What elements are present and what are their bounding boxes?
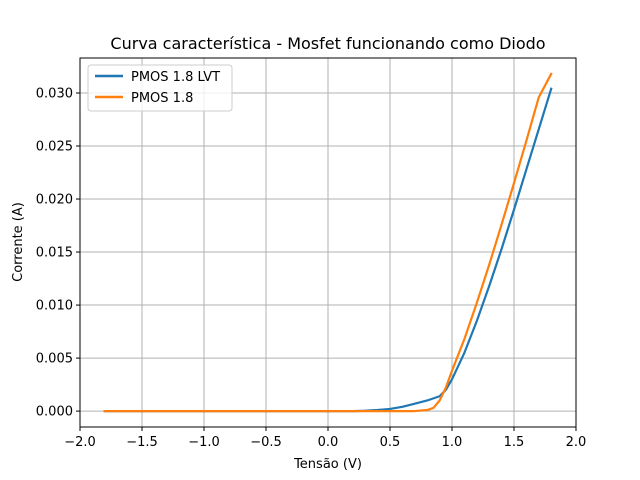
series-line-2 — [103, 72, 553, 413]
x-tick-label: −0.5 — [250, 435, 282, 450]
x-axis-ticks: −2.0 −1.5 −1.0 −0.5 0.0 0.5 1.0 1.5 2.0 — [64, 427, 586, 450]
x-tick-label: −1.5 — [126, 435, 158, 450]
y-tick-label: 0.010 — [36, 299, 73, 314]
x-tick-label: 0.0 — [318, 435, 339, 450]
x-axis-label: Tensão (V) — [293, 457, 362, 472]
legend-box — [87, 64, 233, 112]
series-layer — [103, 72, 553, 413]
y-tick-label: 0.005 — [36, 352, 73, 367]
y-tick-label: 0.015 — [36, 246, 73, 261]
legend-label-series-2: PMOS 1.8 — [131, 91, 193, 106]
y-tick-label: 0.030 — [36, 86, 73, 101]
legend-label-series-1: PMOS 1.8 LVT — [131, 70, 220, 85]
y-tick-label: 0.020 — [36, 193, 73, 208]
y-axis-ticks: 0.000 0.005 0.010 0.015 0.020 0.025 0.030 — [36, 86, 80, 420]
x-tick-label: 0.5 — [380, 435, 401, 450]
legend: PMOS 1.8 LVT PMOS 1.8 — [87, 64, 233, 112]
x-tick-label: 1.0 — [442, 435, 463, 450]
y-tick-label: 0.000 — [36, 405, 73, 420]
y-axis-label: Corrente (A) — [11, 202, 26, 282]
x-tick-label: 1.5 — [504, 435, 525, 450]
chart-title: Curva característica - Mosfet funcionand… — [110, 34, 545, 53]
x-tick-label: −2.0 — [64, 435, 96, 450]
x-tick-label: −1.0 — [188, 435, 220, 450]
y-tick-label: 0.025 — [36, 140, 73, 155]
x-tick-label: 2.0 — [566, 435, 587, 450]
